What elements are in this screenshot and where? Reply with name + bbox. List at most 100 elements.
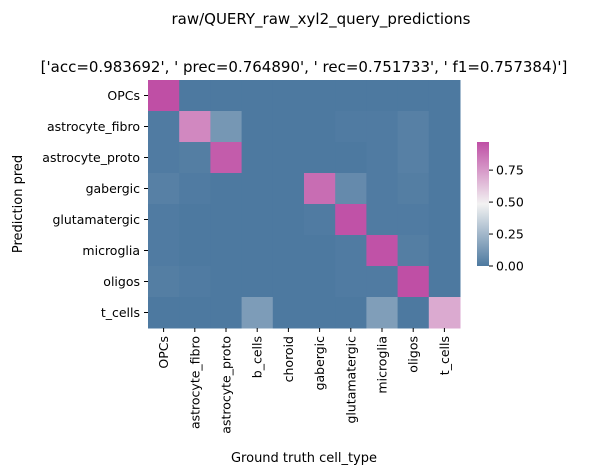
colorbar-tick-label: 0.25 — [496, 227, 524, 242]
heatmap-cell — [366, 266, 399, 298]
heatmap-cell — [304, 297, 336, 329]
heatmap-cell — [179, 235, 211, 267]
y-tick-label: oligos — [103, 274, 140, 289]
heatmap-cell — [272, 297, 305, 329]
heatmap-cell — [304, 266, 336, 298]
heatmap-cell — [241, 173, 274, 205]
x-tick-label: b_cells — [250, 336, 265, 378]
heatmap-cell — [397, 173, 430, 205]
colorbar-tick-label: 0.75 — [496, 163, 524, 178]
heatmap-cell — [241, 266, 274, 298]
heatmap-cell — [428, 173, 461, 205]
heatmap-cell — [148, 111, 180, 143]
x-tick-label: choroid — [281, 336, 296, 382]
heatmap-cell — [335, 297, 367, 329]
y-tick-label: astrocyte_proto — [42, 150, 140, 165]
x-tick-label: t_cells — [437, 336, 452, 375]
heatmap-cell — [304, 204, 336, 236]
heatmap-cell — [179, 80, 211, 112]
heatmap-cell — [210, 111, 243, 143]
heatmap-cell — [210, 235, 243, 267]
heatmap-cell — [335, 111, 367, 143]
heatmap-cell — [241, 142, 274, 174]
heatmap-cell — [241, 235, 274, 267]
colorbar-tick-label: 0.00 — [496, 259, 524, 274]
colorbar-ticks: 0.00 0.25 0.50 0.75 — [489, 163, 524, 274]
heatmap-cell — [241, 80, 274, 112]
heatmap-cell — [304, 111, 336, 143]
heatmap-cell — [179, 266, 211, 298]
heatmap-cells — [148, 80, 461, 329]
y-tick-label: gabergic — [86, 181, 141, 196]
heatmap-cell — [366, 297, 399, 329]
heatmap-cell — [335, 266, 367, 298]
heatmap-cell — [148, 235, 180, 267]
heatmap-cell — [272, 204, 305, 236]
heatmap-cell — [210, 204, 243, 236]
heatmap-cell — [366, 142, 399, 174]
heatmap-cell — [335, 80, 367, 112]
y-tick-labels: OPCs astrocyte_fibro astrocyte_protogaberg… — [42, 88, 148, 320]
y-tick-label: t_cells — [101, 305, 140, 320]
heatmap-cell — [210, 173, 243, 205]
heatmap-cell — [428, 204, 461, 236]
heatmap-cell — [335, 142, 367, 174]
heatmap-cell — [304, 235, 336, 267]
heatmap-cell — [272, 266, 305, 298]
heatmap-cell — [179, 111, 211, 143]
heatmap-cell — [210, 142, 243, 174]
y-tick-label: OPCs — [107, 88, 140, 103]
heatmap-cell — [428, 235, 461, 267]
heatmap-cell — [272, 235, 305, 267]
x-axis-label: Ground truth cell_type — [231, 451, 377, 466]
y-tick-label: astrocyte_fibro — [47, 119, 140, 134]
heatmap-cell — [366, 235, 399, 267]
heatmap-cell — [272, 80, 305, 112]
y-tick-label: glutamatergic — [52, 212, 140, 227]
heatmap-cell — [335, 173, 367, 205]
heatmap-cell — [148, 80, 180, 112]
heatmap-cell — [397, 80, 430, 112]
heatmap-cell — [179, 297, 211, 329]
colorbar-tick-label: 0.50 — [496, 195, 524, 210]
heatmap-cell — [397, 111, 430, 143]
heatmap-cell — [210, 297, 243, 329]
heatmap-cell — [148, 297, 180, 329]
heatmap-cell — [179, 142, 211, 174]
colorbar — [477, 142, 489, 266]
x-tick-labels: OPCs astrocyte_fibro astrocyte_proto b_cell… — [156, 328, 452, 434]
heatmap-cell — [148, 173, 180, 205]
heatmap-cell — [210, 266, 243, 298]
heatmap-cell — [397, 297, 430, 329]
heatmap-cell — [148, 204, 180, 236]
heatmap-cell — [397, 235, 430, 267]
heatmap-cell — [428, 266, 461, 298]
heatmap-cell — [148, 142, 180, 174]
x-tick-label: microglia — [375, 336, 390, 394]
y-axis-label: Prediction pred — [11, 155, 26, 253]
heatmap-cell — [335, 235, 367, 267]
heatmap-cell — [241, 297, 274, 329]
heatmap-cell — [397, 204, 430, 236]
heatmap-cell — [241, 204, 274, 236]
heatmap-cell — [210, 80, 243, 112]
heatmap-cell — [335, 204, 367, 236]
x-tick-label: oligos — [406, 336, 421, 373]
heatmap-cell — [366, 111, 399, 143]
heatmap-cell — [428, 111, 461, 143]
x-tick-label: gabergic — [312, 336, 327, 391]
x-tick-label: astrocyte_fibro — [187, 336, 202, 429]
heatmap-cell — [304, 80, 336, 112]
x-tick-label: astrocyte_proto — [219, 336, 234, 434]
chart-subtitle: ['acc=0.983692', ' prec=0.764890', ' rec… — [41, 58, 568, 76]
heatmap-cell — [272, 142, 305, 174]
heatmap-cell — [366, 80, 399, 112]
heatmap-cell — [148, 266, 180, 298]
heatmap-cell — [428, 297, 461, 329]
heatmap-cell — [428, 142, 461, 174]
heatmap-cell — [397, 142, 430, 174]
heatmap-cell — [179, 173, 211, 205]
heatmap-cell — [179, 204, 211, 236]
heatmap-cell — [304, 173, 336, 205]
